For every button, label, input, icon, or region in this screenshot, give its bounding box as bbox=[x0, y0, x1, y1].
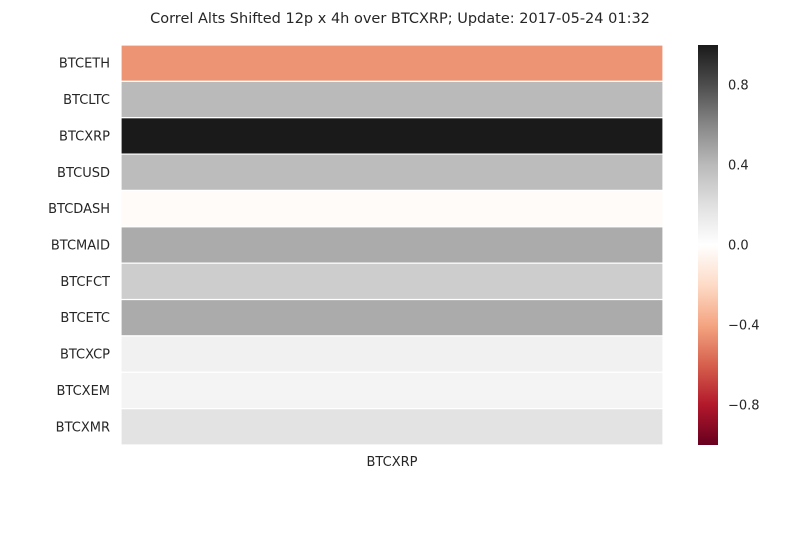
colorbar: 0.8 0.4 0.0 −0.4 −0.8 bbox=[698, 45, 760, 445]
row-label-btcxem: BTCXEM bbox=[56, 384, 110, 399]
colorbar-tick-label: −0.8 bbox=[728, 399, 760, 414]
row-label-btcmaid: BTCMAID bbox=[51, 239, 110, 254]
row-label-btcdash: BTCDASH bbox=[48, 202, 110, 217]
row-label-btcusd: BTCUSD bbox=[57, 166, 110, 181]
heatmap-cell-btcfct bbox=[120, 262, 664, 301]
colorbar-tick-label: 0.8 bbox=[728, 79, 749, 94]
heatmap-cell-btcxem bbox=[120, 371, 664, 410]
heatmap-cell-btcxcp bbox=[120, 335, 664, 373]
heatmap-cell-btcmaid bbox=[120, 226, 664, 264]
row-label-btcltc: BTCLTC bbox=[63, 93, 110, 108]
row-label-btcxcp: BTCXCP bbox=[60, 348, 110, 363]
heatmap-cell-btcxrp bbox=[120, 117, 664, 155]
colorbar-tick-label: 0.0 bbox=[728, 239, 749, 254]
colorbar-tick-label: 0.4 bbox=[728, 159, 749, 174]
row-label-btcetc: BTCETC bbox=[60, 311, 110, 326]
heatmap-cell-btcltc bbox=[120, 80, 664, 119]
heatmap-cell-btcdash bbox=[120, 189, 664, 228]
heatmap-cell-btcxmr bbox=[120, 408, 664, 446]
row-label-btcfct: BTCFCT bbox=[60, 275, 110, 290]
colorbar-tick-label: −0.4 bbox=[728, 319, 760, 334]
heatmap-cell-btcetc bbox=[120, 298, 664, 337]
row-labels: BTCETH BTCLTC BTCXRP BTCUSD BTCDASH BTCMAID BT… bbox=[48, 57, 110, 436]
row-label-btcxrp: BTCXRP bbox=[59, 129, 110, 144]
column-label-btcxrp: BTCXRP bbox=[367, 455, 418, 470]
heatmap-cell-btceth bbox=[120, 44, 664, 82]
row-label-btceth: BTCETH bbox=[59, 57, 110, 72]
heatmap-cells bbox=[120, 44, 664, 446]
chart-title: Correl Alts Shifted 12p x 4h over BTCXRP… bbox=[150, 11, 650, 27]
column-labels: BTCXRP bbox=[367, 455, 418, 470]
row-label-btcxmr: BTCXMR bbox=[56, 420, 110, 435]
heatmap-cell-btcusd bbox=[120, 153, 664, 192]
colorbar-gradient bbox=[698, 45, 718, 445]
